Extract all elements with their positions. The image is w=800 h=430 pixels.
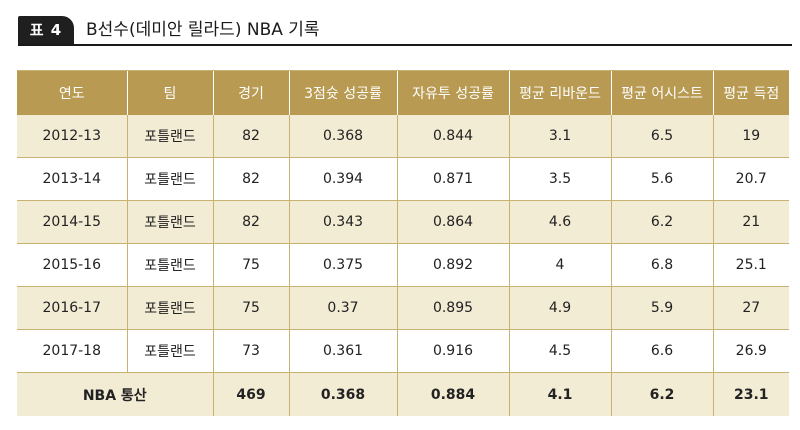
cell-3pt-pct: 0.368 [289,115,398,158]
table-row: 2012-13 포틀랜드 82 0.368 0.844 3.1 6.5 19 [17,115,789,158]
cell-ft-pct: 0.892 [397,243,510,287]
stats-table-container: 연도 팀 경기 3점슛 성공률 자유투 성공률 평균 리바운드 평균 어시스트 … [17,70,789,416]
cell-rebounds: 4 [509,243,612,287]
cell-year: 2015-16 [17,243,128,287]
cell-assists: 6.8 [611,243,714,287]
total-label: NBA 통산 [17,372,214,416]
cell-points: 19 [713,115,789,158]
cell-rebounds: 4.6 [509,200,612,244]
cell-3pt-pct: 0.394 [289,157,398,201]
cell-year: 2013-14 [17,157,128,201]
total-row: NBA 통산 469 0.368 0.884 4.1 6.2 23.1 [17,372,789,416]
table-row: 2015-16 포틀랜드 75 0.375 0.892 4 6.8 25.1 [17,243,789,287]
cell-games: 82 [213,115,290,158]
table-row: 2013-14 포틀랜드 82 0.394 0.871 3.5 5.6 20.7 [17,157,789,201]
cell-ft-pct: 0.871 [397,157,510,201]
cell-assists: 5.9 [611,286,714,330]
total-3pt-pct: 0.368 [289,372,398,416]
column-header-3pt-pct: 3점슛 성공률 [289,71,398,115]
cell-team: 포틀랜드 [127,286,214,330]
table-row: 2016-17 포틀랜드 75 0.37 0.895 4.9 5.9 27 [17,286,789,330]
table-number-badge: 표 4 [18,16,74,44]
column-header-ft-pct: 자유투 성공률 [397,71,510,115]
cell-ft-pct: 0.844 [397,115,510,158]
cell-team: 포틀랜드 [127,115,214,158]
cell-assists: 6.2 [611,200,714,244]
column-header-rebounds: 평균 리바운드 [509,71,612,115]
cell-ft-pct: 0.864 [397,200,510,244]
cell-points: 25.1 [713,243,789,287]
total-ft-pct: 0.884 [397,372,510,416]
column-header-year: 연도 [17,71,128,115]
stats-table: 연도 팀 경기 3점슛 성공률 자유투 성공률 평균 리바운드 평균 어시스트 … [17,71,789,416]
table-row: 2017-18 포틀랜드 73 0.361 0.916 4.5 6.6 26.9 [17,329,789,373]
cell-3pt-pct: 0.37 [289,286,398,330]
cell-games: 75 [213,286,290,330]
cell-year: 2017-18 [17,329,128,373]
cell-team: 포틀랜드 [127,200,214,244]
cell-3pt-pct: 0.375 [289,243,398,287]
cell-ft-pct: 0.916 [397,329,510,373]
cell-year: 2016-17 [17,286,128,330]
cell-year: 2012-13 [17,115,128,158]
table-row: 2014-15 포틀랜드 82 0.343 0.864 4.6 6.2 21 [17,200,789,244]
column-header-games: 경기 [213,71,290,115]
cell-year: 2014-15 [17,200,128,244]
cell-rebounds: 3.1 [509,115,612,158]
cell-rebounds: 4.9 [509,286,612,330]
cell-rebounds: 3.5 [509,157,612,201]
total-points: 23.1 [713,372,789,416]
cell-team: 포틀랜드 [127,329,214,373]
table-title: B선수(데미안 릴라드) NBA 기록 [86,20,320,40]
cell-assists: 6.6 [611,329,714,373]
cell-assists: 5.6 [611,157,714,201]
cell-games: 82 [213,157,290,201]
cell-team: 포틀랜드 [127,157,214,201]
cell-3pt-pct: 0.343 [289,200,398,244]
cell-games: 82 [213,200,290,244]
table-caption: 표 4 B선수(데미안 릴라드) NBA 기록 [18,14,792,46]
cell-assists: 6.5 [611,115,714,158]
cell-points: 26.9 [713,329,789,373]
header-row: 연도 팀 경기 3점슛 성공률 자유투 성공률 평균 리바운드 평균 어시스트 … [17,71,789,115]
cell-team: 포틀랜드 [127,243,214,287]
cell-points: 21 [713,200,789,244]
cell-games: 73 [213,329,290,373]
column-header-points: 평균 득점 [713,71,789,115]
total-assists: 6.2 [611,372,714,416]
column-header-team: 팀 [127,71,214,115]
cell-rebounds: 4.5 [509,329,612,373]
total-rebounds: 4.1 [509,372,612,416]
cell-points: 20.7 [713,157,789,201]
column-header-assists: 평균 어시스트 [611,71,714,115]
cell-games: 75 [213,243,290,287]
cell-ft-pct: 0.895 [397,286,510,330]
cell-3pt-pct: 0.361 [289,329,398,373]
total-games: 469 [213,372,290,416]
cell-points: 27 [713,286,789,330]
